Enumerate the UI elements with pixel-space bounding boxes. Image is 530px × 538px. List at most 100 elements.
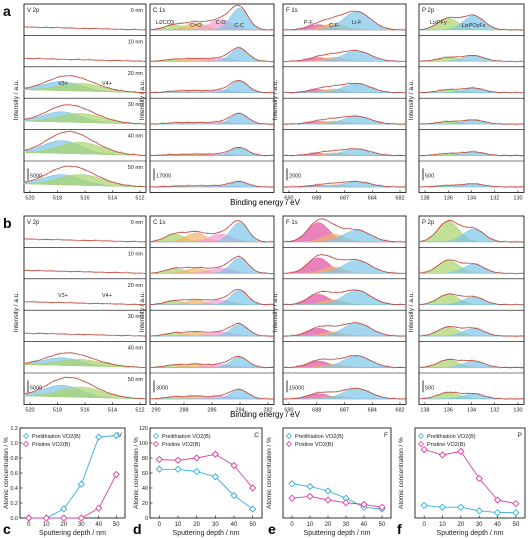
panel-a-col2-xtick-label: 688: [312, 195, 321, 201]
panel-a-col2-row3-raw: [282, 114, 407, 126]
panel-b-col1-row3-raw: [149, 322, 275, 338]
panel-b-col1-xtick-label: 286: [207, 407, 216, 413]
panel-b-col2-row3-raw: [282, 321, 407, 338]
panel-a-col2-xtick-label: 684: [368, 195, 377, 201]
panel-letter-b: b: [3, 215, 12, 231]
panel-b-col3-row1-envelope: [418, 259, 524, 274]
panel-a-col2-peak-label: Li-F: [352, 20, 362, 26]
panel-a-col0-row2-envelope: [23, 75, 147, 93]
panel-e-corner-label: F: [384, 432, 388, 439]
panel-a-col0-row1-raw: [23, 57, 147, 63]
panel-f-xlabel: Sputtering depth / nm: [437, 530, 504, 537]
panel-b-col0-depth-label: 10 nm: [128, 251, 144, 257]
panel-c-series-1-point: [95, 504, 103, 512]
panel-a-col1-row1-raw: [149, 46, 275, 63]
panel-a-col0-row3-envelope: [23, 104, 147, 125]
panel-f-series-1-point: [420, 445, 428, 454]
panel-e-series-1-point: [324, 496, 332, 504]
panel-a-col0-ylabel: Intensity / a.u.: [13, 80, 20, 121]
panel-a-col2-peak-label: P-F: [304, 20, 314, 26]
panel-c-ytick-label: 0.6: [10, 471, 18, 477]
panel-c-xlabel: Sputtering depth / nm: [39, 530, 106, 537]
panel-b-col0-row1-envelope: [23, 269, 146, 274]
panel-a-col1-peak-label: Li2CO3: [155, 20, 174, 26]
panel-b-col1-row4-envelope: [149, 356, 274, 368]
panel-b-col3-xtick-label: 138: [420, 407, 429, 413]
panel-d-ylabel: Atomic concentration / %: [133, 437, 140, 509]
panel-b-col1-ylabel: Intensity / a.u.: [139, 292, 146, 333]
panel-f-series-0-point: [457, 503, 465, 511]
panel-d-ytick-label: 20: [142, 501, 148, 507]
panel-f-series-0-point: [420, 501, 428, 510]
panel-d-xtick-label: 50: [249, 522, 256, 528]
panel-d-series-0-point: [230, 491, 238, 500]
panel-c-xtick-label: 20: [60, 522, 67, 528]
panel-b-col3-row5-envelope: [418, 391, 524, 400]
panel-b-col0-xtick-label: 518: [53, 407, 62, 413]
panel-d-series-1-point: [249, 484, 257, 492]
panel-b-col1-xtick-label: 290: [151, 407, 160, 413]
panel-b-col0-depth-label: 20 nm: [128, 283, 144, 289]
panel-d-series-0-point: [155, 465, 163, 473]
panel-b-col3-row0-envelope: [418, 220, 524, 243]
panel-d-xtick-label: 10: [175, 522, 182, 528]
panel-a-col2-row4-raw: [282, 147, 407, 157]
panel-a-col3-row4-envelope: [418, 151, 524, 156]
panel-d-ytick-label: 120: [139, 426, 148, 432]
panel-a-col0-title: V 2p: [27, 8, 40, 14]
panel-b-col3-row4-envelope: [419, 359, 524, 368]
panel-a-col0-xtick-label: 514: [108, 195, 117, 201]
panel-c-ytick-label: 0.8: [10, 456, 18, 462]
panel-e-legend-marker: [285, 432, 293, 440]
panel-b-col1-row5-raw: [149, 387, 275, 401]
panel-a-col2-row0-envelope: [283, 10, 407, 31]
panel-c-series-1-point: [60, 514, 68, 522]
panel-b-col2-row3-envelope: [282, 322, 406, 337]
panel-a-col0-scale-label: 5000: [30, 173, 42, 179]
panel-c-series-1-point: [77, 514, 85, 522]
panel-a-col3-row3-envelope: [419, 119, 524, 125]
panel-b-col3-row2-envelope: [418, 293, 524, 306]
panel-a-col3-xtick-label: 130: [513, 195, 522, 201]
panel-f-series-0-point: [438, 503, 447, 511]
panel-d-xlabel: Sputtering depth / nm: [173, 530, 240, 537]
panel-a-col2-row2-envelope: [283, 82, 406, 94]
panel-d-ytick-label: 60: [142, 471, 148, 477]
panel-a-col3-xtick-label: 134: [467, 195, 476, 201]
panel-b-col0-scale-label: 5000: [30, 385, 42, 391]
panel-d-xtick-label: 0: [158, 522, 162, 528]
panel-e-series-1-point: [378, 503, 386, 511]
panel-b-col2-xtick-label: 684: [368, 407, 377, 413]
panel-b-col0-depth-label: 30 nm: [128, 314, 144, 320]
panel-d-legend-label: Prelithiation VO2(B): [162, 434, 211, 440]
panel-a-col0-xtick-label: 516: [80, 195, 89, 201]
panel-c-legend-label: Pristine VO2(B): [32, 442, 70, 448]
panel-a-col1-title: C 1s: [153, 8, 165, 14]
panel-d-series-1-line: [159, 453, 254, 489]
panel-a-col0-xtick-label: 512: [135, 195, 144, 201]
panel-b-col0-depth-label: 40 nm: [128, 346, 144, 352]
panel-d-series-1-point: [174, 456, 182, 464]
panel-d-series-0-point: [193, 467, 201, 476]
panel-f-series-1-point: [512, 499, 520, 508]
panel-d-series-1-point: [193, 454, 201, 462]
panel-b-col0-row5-raw: [23, 376, 147, 401]
panel-c-series-1-point: [112, 470, 120, 479]
panel-f-corner-label: P: [518, 432, 522, 439]
panel-a-col2-row1-raw: [282, 49, 407, 63]
panel-f-xtick-label: 30: [476, 522, 483, 528]
panel-c-series-0-point: [112, 431, 120, 440]
panel-d-series-1-point: [211, 450, 219, 458]
panel-c-legend-marker: [22, 440, 30, 448]
panel-a-col1-row1-envelope: [150, 47, 274, 62]
panel-b-col0-depth-label: 50 nm: [128, 377, 144, 383]
panel-a-col1-row0-raw: [149, 5, 275, 32]
panel-a-col2-row4-envelope: [283, 148, 406, 156]
panel-b-col2-title: F 1s: [286, 220, 298, 226]
panel-d-ytick-label: 100: [139, 441, 148, 447]
panel-a-col1-peak-label: C-O: [216, 20, 227, 26]
panel-letter-e: e: [268, 521, 276, 537]
panel-a-col0-row0-raw: [23, 25, 147, 32]
panel-a-col3-row1-raw: [418, 54, 525, 63]
panel-a-col1-row2-raw: [149, 80, 275, 94]
